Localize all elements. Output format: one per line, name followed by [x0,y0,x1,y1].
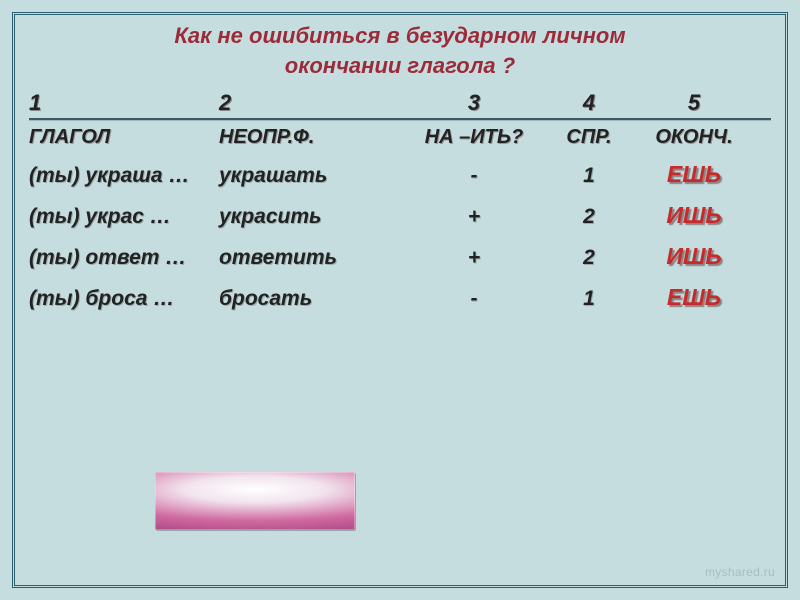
cell-neopr: украсить [219,205,409,229]
col-number-1: 1 [29,90,219,116]
header-okonch: ОКОНЧ. [639,126,749,149]
header-glagol: ГЛАГОЛ [29,126,219,149]
col-number-5: 5 [639,90,749,116]
table-row: (ты) броса … бросать - 1 ЕШЬ [29,284,771,311]
cell-spr: 2 [539,246,639,270]
cell-spr: 1 [539,287,639,311]
header-na-it: НА –ИТЬ? [409,126,539,149]
slide-outer: Как не ошибиться в безударном личном око… [0,0,800,600]
cell-na-it: - [409,287,539,311]
cell-na-it: - [409,164,539,188]
title-line1: Как не ошибиться в безударном личном [23,21,777,51]
table-row: (ты) украс … украсить + 2 ИШЬ [29,202,771,229]
cell-ending: ЕШЬ [639,284,749,311]
header-divider [29,118,771,120]
column-headers-row: ГЛАГОЛ НЕОПР.Ф. НА –ИТЬ? СПР. ОКОНЧ. [23,126,777,149]
cell-ending: ЕШЬ [639,161,749,188]
column-numbers-row: 1 2 3 4 5 [23,90,777,116]
cell-glagol: (ты) броса … [29,287,219,311]
cell-na-it: + [409,246,539,270]
cell-neopr: украшать [219,164,409,188]
cell-ending: ИШЬ [639,243,749,270]
col-number-3: 3 [409,90,539,116]
title-line2: окончании глагола ? [23,51,777,81]
cell-na-it: + [409,205,539,229]
cell-neopr: бросать [219,287,409,311]
table-row: (ты) ответ … ответить + 2 ИШЬ [29,243,771,270]
table-row: (ты) украша … украшать - 1 ЕШЬ [29,161,771,188]
watermark-text: myshared.ru [705,565,775,579]
data-rows: (ты) украша … украшать - 1 ЕШЬ (ты) укра… [23,161,777,311]
header-spr: СПР. [539,126,639,149]
cell-spr: 2 [539,205,639,229]
col-number-4: 4 [539,90,639,116]
cell-glagol: (ты) украша … [29,164,219,188]
cell-glagol: (ты) ответ … [29,246,219,270]
decorative-gradient-box [155,472,355,530]
header-neopr: НЕОПР.Ф. [219,126,409,149]
cell-glagol: (ты) украс … [29,205,219,229]
slide-frame: Как не ошибиться в безударном личном око… [12,12,788,588]
cell-neopr: ответить [219,246,409,270]
col-number-2: 2 [219,90,409,116]
cell-spr: 1 [539,164,639,188]
cell-ending: ИШЬ [639,202,749,229]
slide-title: Как не ошибиться в безударном личном око… [23,21,777,80]
